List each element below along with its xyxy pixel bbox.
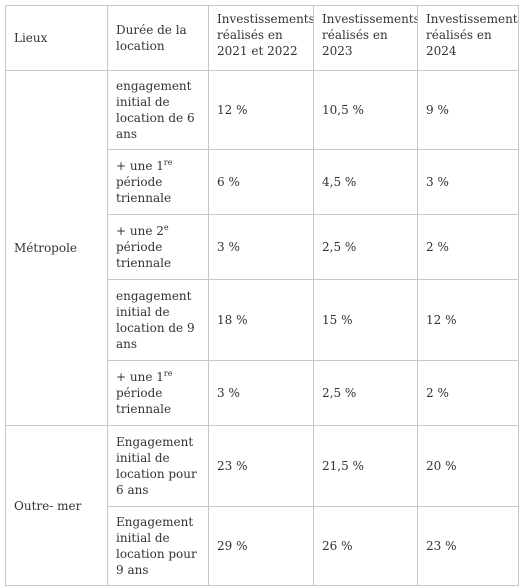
- duree-ordinal: e: [163, 223, 169, 232]
- duree-cell: engagement initial de location de 6 ans: [107, 70, 209, 150]
- duree-ordinal: re: [163, 369, 173, 378]
- value-2021-2022: 29 %: [208, 506, 314, 586]
- value-2024: 3 %: [417, 149, 519, 215]
- table-row: Outre- mer Engagement initial de locatio…: [5, 425, 519, 586]
- duree-suffix: période triennale: [116, 175, 172, 205]
- value-2023: 21,5 %: [313, 425, 418, 507]
- group-metropole: Métropole: [5, 70, 108, 426]
- header-duree: Durée de la location: [107, 5, 209, 71]
- value-2021-2022: 3 %: [208, 360, 314, 426]
- value-2023: 15 %: [313, 279, 418, 361]
- duree-ordinal: re: [163, 158, 173, 167]
- value-2021-2022: 12 %: [208, 70, 314, 150]
- duree-cell: + une 1re période triennale: [107, 149, 209, 215]
- value-2024: 12 %: [417, 279, 519, 361]
- duree-prefix: + une 1: [116, 159, 164, 173]
- table-row: + une 1re période triennale 6 % 4,5 % 3 …: [6, 149, 519, 215]
- value-2024: 9 %: [417, 70, 519, 150]
- value-2024: 2 %: [417, 214, 519, 280]
- value-2023: 4,5 %: [313, 149, 418, 215]
- table-row: + une 2e période triennale 3 % 2,5 % 2 %: [6, 214, 519, 280]
- duree-prefix: + une 1: [116, 370, 164, 384]
- value-2021-2022: 3 %: [208, 214, 314, 280]
- header-inv-2024: Investissements réalisés en 2024: [417, 5, 519, 71]
- duree-cell: Engagement initial de location pour 9 an…: [107, 506, 209, 586]
- value-2023: 26 %: [313, 506, 418, 586]
- table-row: Métropole engagement initial de location…: [5, 70, 519, 426]
- duree-suffix: période triennale: [116, 386, 172, 416]
- value-2023: 10,5 %: [313, 70, 418, 150]
- duree-cell: + une 1re période triennale: [107, 360, 209, 426]
- group-outremer: Outre- mer: [5, 425, 108, 586]
- duree-cell: Engagement initial de location pour 6 an…: [107, 425, 209, 507]
- duree-cell: engagement initial de location de 9 ans: [107, 279, 209, 361]
- value-2024: 2 %: [417, 360, 519, 426]
- duree-suffix: période triennale: [116, 240, 172, 270]
- value-2024: 23 %: [417, 506, 519, 586]
- value-2023: 2,5 %: [313, 214, 418, 280]
- table-row: Engagement initial de location pour 9 an…: [6, 506, 519, 586]
- value-2023: 2,5 %: [313, 360, 418, 426]
- table-header-row: Lieux Durée de la location Investissemen…: [5, 5, 519, 71]
- value-2021-2022: 18 %: [208, 279, 314, 361]
- header-lieux: Lieux: [5, 5, 108, 71]
- tax-reduction-table: Lieux Durée de la location Investissemen…: [5, 5, 519, 586]
- duree-cell: + une 2e période triennale: [107, 214, 209, 280]
- table-row: engagement initial de location de 9 ans …: [6, 279, 519, 361]
- value-2021-2022: 6 %: [208, 149, 314, 215]
- duree-prefix: + une 2: [116, 224, 164, 238]
- header-inv-2021-2022: Investissements réalisés en 2021 et 2022: [208, 5, 314, 71]
- value-2021-2022: 23 %: [208, 425, 314, 507]
- value-2024: 20 %: [417, 425, 519, 507]
- header-inv-2023: Investissements réalisés en 2023: [313, 5, 418, 71]
